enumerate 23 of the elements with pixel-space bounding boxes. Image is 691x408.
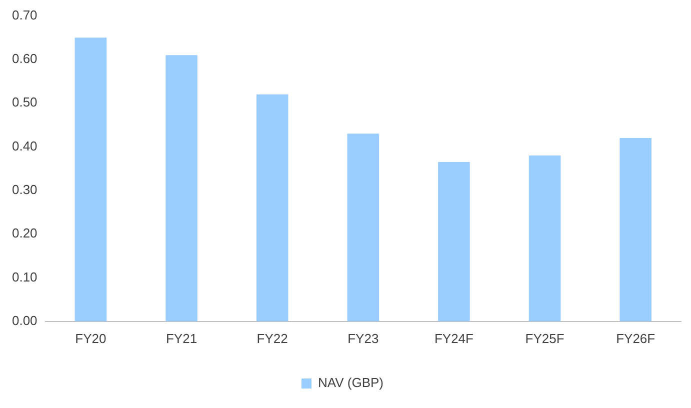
y-tick-label: 0.50 [12, 94, 38, 110]
legend-label: NAV (GBP) [318, 375, 384, 390]
x-tick-label: FY24F [434, 330, 474, 346]
y-tick-label: 0.30 [12, 182, 38, 198]
y-tick-label: 0.60 [12, 51, 38, 66]
y-tick-label: 0.40 [12, 138, 38, 154]
bar [256, 94, 288, 322]
x-tick-label: FY26F [616, 330, 656, 346]
x-tick-label: FY23 [348, 330, 379, 346]
bar [620, 138, 652, 322]
x-tick-label: FY22 [256, 330, 288, 346]
bar [74, 38, 107, 322]
y-tick-label: 0.20 [12, 226, 38, 241]
y-tick-label: 0.10 [12, 269, 38, 284]
x-tick-label: FY25F [525, 330, 564, 346]
bar [347, 134, 380, 322]
y-tick-label: 0.00 [12, 312, 38, 328]
bar [166, 55, 198, 322]
x-tick-label: FY20 [75, 330, 106, 346]
y-tick-label: 0.70 [12, 7, 38, 22]
bar [528, 156, 561, 322]
x-tick-label: FY21 [166, 330, 198, 346]
bar [438, 162, 470, 322]
